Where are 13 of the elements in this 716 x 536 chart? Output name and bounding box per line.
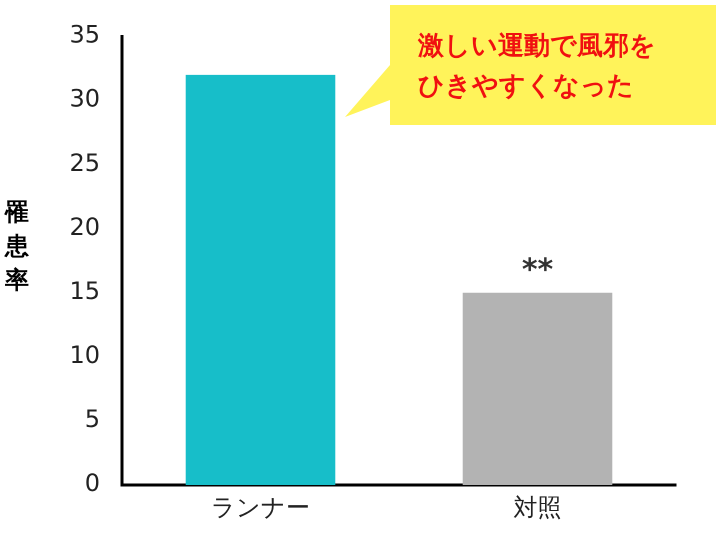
y-tick-label: 10: [69, 341, 100, 370]
y-tick-label: 30: [69, 84, 100, 113]
y-tick-label: 0: [84, 469, 100, 498]
annotation: 激しい運動で風邪をひきやすくなった: [418, 30, 657, 103]
y-tick-label: 5: [84, 405, 100, 434]
annotation: **: [522, 252, 554, 288]
y-tick-label: 15: [69, 276, 100, 305]
y-tick-label: 35: [69, 20, 100, 49]
y-tick-label: 25: [69, 148, 100, 177]
x-tick-label: 対照: [514, 494, 562, 522]
y-axis-title: 罹患率: [3, 197, 30, 296]
x-tick-label: ランナー: [211, 494, 310, 522]
y-tick-label: 20: [69, 212, 100, 241]
